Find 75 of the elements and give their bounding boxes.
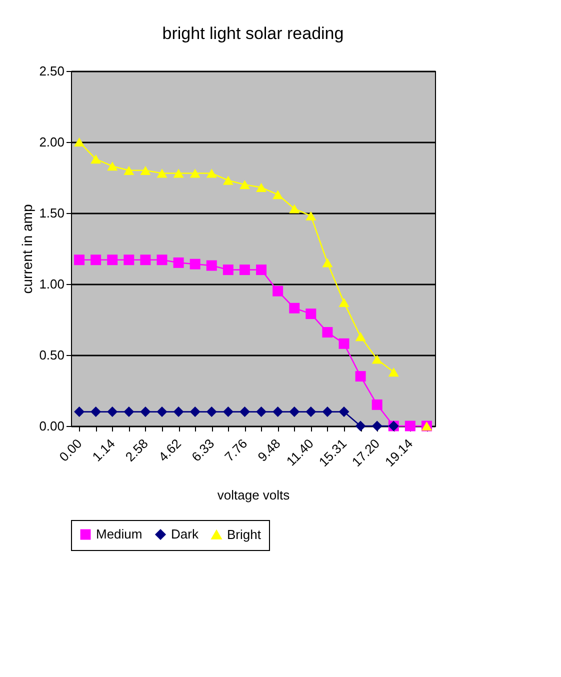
point	[404, 420, 416, 432]
point	[124, 254, 134, 266]
legend-label: Dark	[171, 526, 199, 542]
y-tick-label: 1.00	[39, 276, 64, 292]
point	[272, 190, 284, 200]
point	[190, 406, 200, 418]
point	[140, 254, 151, 266]
point	[256, 406, 267, 418]
point	[107, 254, 118, 266]
point	[355, 420, 366, 432]
point	[322, 327, 333, 338]
point	[338, 406, 350, 418]
point	[272, 406, 284, 418]
point	[338, 338, 350, 349]
point	[372, 420, 382, 432]
point	[107, 162, 118, 171]
point	[206, 168, 217, 178]
y-tick-label: 0.00	[39, 418, 64, 434]
point	[190, 168, 200, 178]
point	[372, 399, 382, 410]
point	[388, 368, 399, 377]
point	[355, 332, 366, 342]
point	[90, 406, 102, 418]
point	[338, 298, 350, 307]
point	[355, 371, 366, 382]
y-tick-label: 2.50	[39, 64, 64, 78]
point	[156, 254, 168, 266]
point	[372, 354, 382, 364]
y-tick-label: 1.50	[39, 206, 64, 220]
point	[124, 166, 134, 175]
y-tick-label: 0.50	[39, 348, 64, 362]
point	[156, 168, 168, 178]
point	[289, 204, 300, 214]
point	[124, 406, 134, 418]
y-axis-title: current in amp	[19, 204, 36, 294]
point	[74, 406, 85, 418]
point	[322, 406, 333, 418]
legend-label: Medium	[96, 526, 142, 542]
point	[289, 406, 300, 418]
point	[206, 406, 217, 418]
point	[222, 176, 234, 185]
point	[173, 168, 184, 178]
x-tick-label: 9.48	[254, 436, 284, 464]
point	[289, 302, 300, 314]
point	[239, 180, 250, 190]
x-tick-label: 7.76	[222, 436, 250, 464]
point	[173, 257, 184, 268]
point	[74, 137, 85, 147]
point	[239, 406, 250, 418]
point	[322, 258, 333, 268]
point	[256, 264, 267, 276]
point	[306, 211, 316, 220]
point	[107, 406, 118, 418]
point	[272, 286, 284, 296]
point	[74, 254, 85, 266]
legend-label: Bright	[227, 526, 262, 542]
point	[222, 406, 234, 418]
point	[206, 260, 217, 271]
point	[256, 182, 267, 192]
point	[306, 406, 316, 418]
point	[90, 254, 102, 266]
x-tick-label: 6.33	[188, 436, 218, 464]
x-axis-title: voltage volts	[217, 487, 290, 502]
point	[190, 258, 200, 270]
point	[173, 406, 184, 418]
chart-title: bright light solar reading	[162, 24, 344, 43]
point	[140, 166, 151, 175]
point	[222, 264, 234, 276]
x-tick-label: 4.62	[155, 436, 184, 464]
point	[239, 264, 250, 276]
point	[306, 308, 316, 320]
point	[90, 154, 102, 164]
y-tick-label: 2.00	[39, 134, 64, 150]
point	[156, 406, 168, 418]
point	[140, 406, 151, 418]
